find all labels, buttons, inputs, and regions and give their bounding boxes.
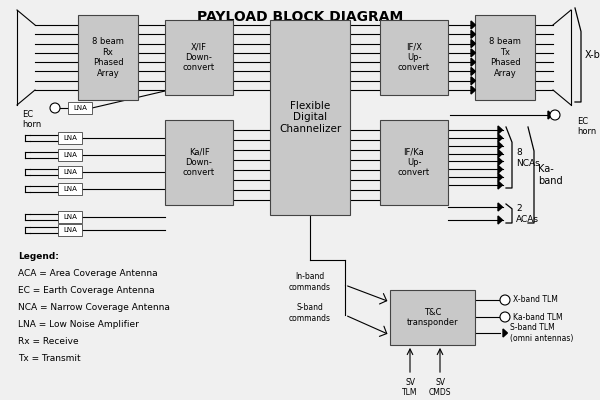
Text: EC
horn: EC horn [22, 110, 41, 129]
Text: IF/X
Up-
convert: IF/X Up- convert [398, 43, 430, 72]
Bar [58, 166, 82, 178]
Text: S-band
commands: S-band commands [289, 303, 331, 323]
Text: Ka/IF
Down-
convert: Ka/IF Down- convert [183, 148, 215, 178]
Bar [165, 20, 233, 95]
Polygon shape [471, 30, 475, 38]
Bar [78, 15, 138, 100]
Text: SV
TLM: SV TLM [402, 378, 418, 398]
Text: SV
CMDS: SV CMDS [429, 378, 451, 398]
Polygon shape [471, 86, 475, 94]
Text: ACA = Area Coverage Antenna: ACA = Area Coverage Antenna [18, 269, 158, 278]
Text: T&C
transponder: T&C transponder [407, 308, 458, 327]
Bar [380, 120, 448, 205]
Text: PAYLOAD BLOCK DIAGRAM: PAYLOAD BLOCK DIAGRAM [197, 10, 403, 24]
Bar [68, 102, 92, 114]
Text: LNA: LNA [63, 227, 77, 233]
Bar [270, 20, 350, 215]
Polygon shape [498, 203, 502, 211]
Text: LNA: LNA [63, 214, 77, 220]
Bar [58, 149, 82, 161]
Polygon shape [498, 181, 502, 189]
Polygon shape [498, 158, 502, 166]
Text: Tx = Transmit: Tx = Transmit [18, 354, 80, 363]
Circle shape [500, 295, 510, 305]
Polygon shape [503, 329, 508, 337]
Bar [58, 224, 82, 236]
Polygon shape [471, 21, 475, 29]
Text: Ka-
band: Ka- band [538, 164, 563, 186]
Polygon shape [498, 165, 502, 173]
Polygon shape [498, 150, 502, 158]
Text: EC
horn: EC horn [577, 117, 596, 136]
Bar [380, 20, 448, 95]
Text: In-band
commands: In-band commands [289, 272, 331, 292]
Circle shape [550, 110, 560, 120]
Polygon shape [471, 68, 475, 76]
Polygon shape [471, 77, 475, 85]
Polygon shape [471, 58, 475, 66]
Polygon shape [498, 134, 502, 142]
Polygon shape [471, 40, 475, 48]
Text: LNA: LNA [63, 169, 77, 175]
Text: LNA: LNA [63, 135, 77, 141]
Text: X-band: X-band [585, 50, 600, 60]
Polygon shape [498, 216, 502, 224]
Text: X-band TLM: X-band TLM [513, 296, 558, 304]
Text: Legend:: Legend: [18, 252, 59, 261]
Text: 8 beam
Rx
Phased
Array: 8 beam Rx Phased Array [92, 37, 124, 78]
Text: LNA = Low Noise Amplifier: LNA = Low Noise Amplifier [18, 320, 139, 329]
Bar [165, 120, 233, 205]
Circle shape [50, 103, 60, 113]
Text: NCA = Narrow Coverage Antenna: NCA = Narrow Coverage Antenna [18, 303, 170, 312]
Text: Flexible
Digital
Channelizer: Flexible Digital Channelizer [279, 101, 341, 134]
Text: 2
ACAs: 2 ACAs [516, 204, 539, 224]
Text: IF/Ka
Up-
convert: IF/Ka Up- convert [398, 148, 430, 178]
Text: 8
NCAs: 8 NCAs [516, 148, 540, 168]
Bar [58, 211, 82, 223]
Bar [475, 15, 535, 100]
Text: X/IF
Down-
convert: X/IF Down- convert [183, 43, 215, 72]
Text: S-band TLM
(omni antennas): S-band TLM (omni antennas) [510, 323, 574, 343]
Text: LNA: LNA [63, 186, 77, 192]
Polygon shape [498, 142, 502, 150]
Polygon shape [471, 49, 475, 57]
Bar [58, 183, 82, 195]
Text: EC = Earth Coverage Antenna: EC = Earth Coverage Antenna [18, 286, 155, 295]
Polygon shape [548, 111, 553, 119]
Circle shape [500, 312, 510, 322]
Text: 8 beam
Tx
Phased
Array: 8 beam Tx Phased Array [489, 37, 521, 78]
Bar [390, 290, 475, 345]
Text: Ka-band TLM: Ka-band TLM [513, 312, 563, 322]
Polygon shape [498, 126, 502, 134]
Text: LNA: LNA [63, 152, 77, 158]
Polygon shape [498, 173, 502, 181]
Bar [58, 132, 82, 144]
Text: Rx = Receive: Rx = Receive [18, 337, 79, 346]
Text: LNA: LNA [73, 105, 87, 111]
